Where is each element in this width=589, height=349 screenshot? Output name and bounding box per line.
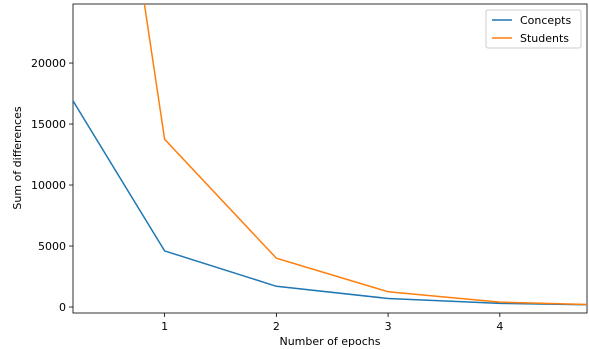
plot-frame [72, 3, 588, 314]
legend-label: Students [520, 32, 569, 45]
line-series [73, 99, 587, 306]
plot-area [73, 4, 587, 306]
y-tick-label: 0 [59, 301, 66, 314]
x-tick-label: 2 [273, 320, 280, 333]
y-tick-label: 20000 [31, 57, 66, 70]
x-tick-label: 1 [161, 320, 168, 333]
y-tick-label: 15000 [31, 118, 66, 131]
x-axis-label: Number of epochs [279, 335, 380, 348]
legend-label: Concepts [520, 14, 571, 27]
y-tick-label: 5000 [38, 240, 66, 253]
x-tick-label: 3 [385, 320, 392, 333]
y-tick-label: 10000 [31, 179, 66, 192]
y-axis-label: Sum of differences [11, 106, 24, 209]
line-series [143, 4, 587, 306]
x-tick-label: 4 [496, 320, 503, 333]
